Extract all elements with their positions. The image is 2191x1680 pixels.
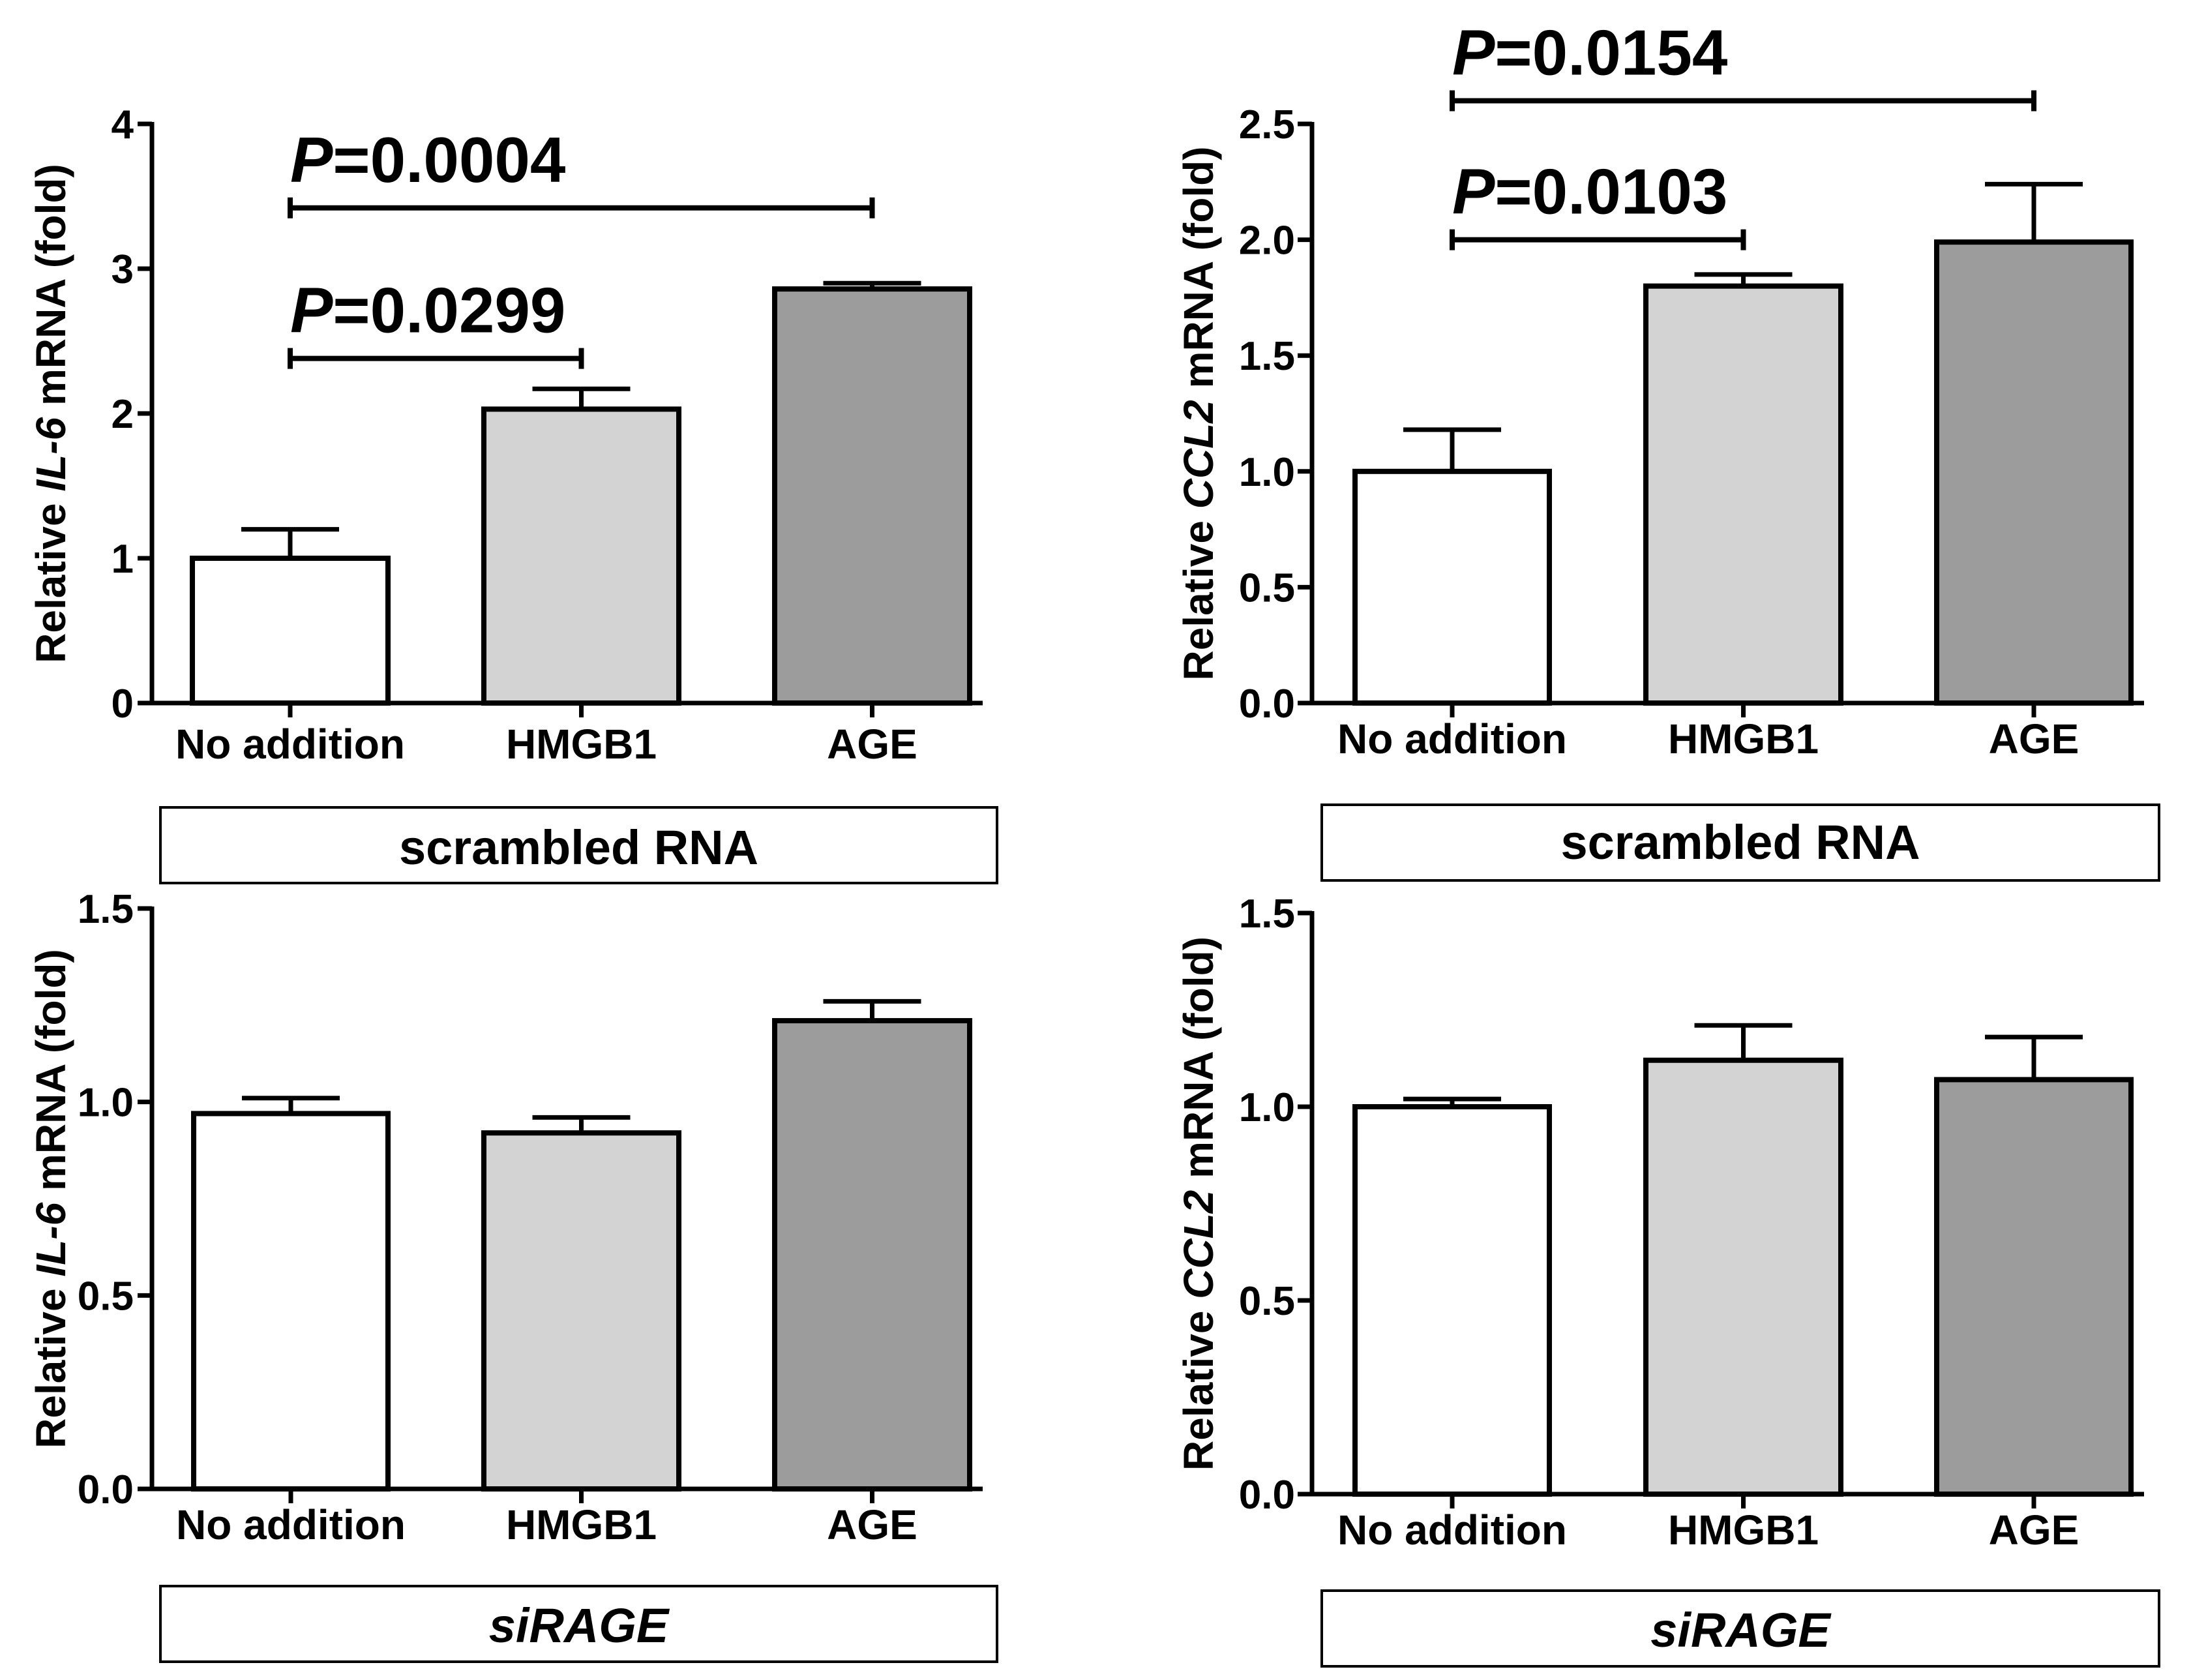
p-value-label: P=0.0004 — [290, 124, 565, 196]
x-category-label: No addition — [175, 721, 405, 768]
p-value-label: P=0.0299 — [290, 275, 565, 346]
y-tick-label: 1.5 — [1239, 334, 1295, 379]
y-axis-label-suffix: mRNA (fold) — [1175, 937, 1222, 1190]
p-value-label: P=0.0154 — [1452, 16, 1727, 88]
y-tick-label: 2.5 — [1239, 102, 1295, 147]
y-axis-label: Relative IL-6 mRNA (fold) — [27, 164, 74, 663]
bar-no-addition — [1352, 468, 1552, 706]
y-tick-label: 0.0 — [1239, 682, 1295, 727]
y-axis-label-suffix: mRNA (fold) — [1175, 146, 1222, 400]
condition-box — [159, 1585, 998, 1663]
p-value-number: =0.0004 — [333, 124, 565, 196]
bar-age — [1934, 1077, 2134, 1497]
p-letter: P — [1452, 16, 1495, 88]
y-tick-label: 1.0 — [1239, 1085, 1295, 1130]
y-tick-label: 1.0 — [1239, 450, 1295, 495]
bar-age — [1934, 239, 2134, 706]
x-category-label: No addition — [1337, 1507, 1567, 1553]
p-letter: P — [290, 275, 333, 346]
x-category-label: AGE — [827, 721, 917, 768]
x-category-label: No addition — [176, 1501, 406, 1548]
chart-panel-bottom-right: 0.0 0.5 1.0 1.5 Relative CCL2 mRNA (fold) No … — [1175, 892, 2160, 1668]
x-category-label: AGE — [1989, 1507, 2079, 1553]
y-axis-label-gene: IL-6 — [27, 1202, 74, 1276]
condition-label: scrambled RNA — [1560, 815, 1920, 869]
bar-no-addition — [191, 1111, 391, 1492]
y-tick-label: 0.0 — [78, 1467, 134, 1512]
p-value-number: =0.0154 — [1495, 16, 1727, 88]
x-category-label: HMGB1 — [506, 721, 657, 768]
y-tick-label: 4 — [112, 102, 134, 147]
y-tick-label: 0.5 — [1239, 1279, 1295, 1324]
y-axis-label-gene: CCL2 — [1175, 400, 1222, 509]
p-letter: P — [1452, 156, 1495, 228]
bar-age — [772, 1018, 972, 1492]
bar-no-addition — [1352, 1104, 1552, 1497]
condition-box — [1320, 1589, 2160, 1668]
condition-label: scrambled RNA — [399, 820, 758, 875]
y-axis-label: Relative IL-6 mRNA (fold) — [27, 949, 74, 1448]
y-axis-label-prefix: Relative — [27, 1277, 74, 1448]
x-category-label: HMGB1 — [506, 1501, 657, 1548]
x-category-label: AGE — [827, 1501, 917, 1548]
y-axis-label-gene: IL-6 — [27, 417, 74, 491]
y-tick-label: 1.5 — [78, 887, 134, 932]
y-tick-label: 0 — [112, 682, 134, 727]
p-value-number: =0.0299 — [333, 275, 565, 346]
condition-box — [159, 806, 998, 884]
x-category-label: No addition — [1337, 715, 1567, 762]
bar-no-addition — [190, 556, 391, 706]
y-tick-label: 2 — [112, 392, 134, 437]
p-value-number: =0.0103 — [1495, 156, 1727, 228]
y-tick-label: 2.0 — [1239, 218, 1295, 263]
condition-box — [1320, 803, 2160, 882]
y-tick-label: 1.5 — [1239, 892, 1295, 937]
bar-hmgb1 — [1643, 1057, 1843, 1497]
y-tick-label: 0.5 — [1239, 565, 1295, 610]
y-axis-label-prefix: Relative — [1175, 1299, 1222, 1471]
p-letter: P — [290, 124, 333, 196]
y-tick-label: 0.5 — [78, 1274, 134, 1319]
chart-panel-top-right: 0.0 0.5 1.0 1.5 2.0 2.5 Relative CCL2 mRNA (fo… — [1175, 16, 2160, 882]
bar-hmgb1 — [481, 406, 681, 706]
y-tick-label: 0.0 — [1239, 1473, 1295, 1518]
y-tick-label: 3 — [112, 247, 134, 292]
y-axis-label-gene: CCL2 — [1175, 1190, 1222, 1299]
bar-hmgb1 — [1643, 283, 1843, 706]
bar-age — [772, 286, 972, 706]
p-value-label: P=0.0103 — [1452, 156, 1727, 228]
x-category-label: HMGB1 — [1668, 715, 1819, 762]
y-tick-label: 1.0 — [78, 1081, 134, 1126]
bar-hmgb1 — [481, 1130, 681, 1492]
y-axis-label: Relative CCL2 mRNA (fold) — [1175, 937, 1222, 1471]
x-category-label: HMGB1 — [1668, 1507, 1819, 1553]
y-axis-label: Relative CCL2 mRNA (fold) — [1175, 146, 1222, 680]
y-axis-label-suffix: mRNA (fold) — [27, 949, 74, 1203]
y-axis-label-prefix: Relative — [1175, 509, 1222, 680]
y-axis-label-suffix: mRNA (fold) — [27, 164, 74, 417]
y-tick-label: 1 — [112, 537, 134, 582]
condition-label: siRAGE — [1650, 1603, 1832, 1657]
chart-panel-top-left: 0 1 2 3 4 Relative IL-6 mRNA (fold) No additio… — [27, 102, 998, 884]
condition-label: siRAGE — [489, 1598, 670, 1653]
x-category-label: AGE — [1989, 715, 2079, 762]
y-axis-label-prefix: Relative — [27, 492, 74, 663]
